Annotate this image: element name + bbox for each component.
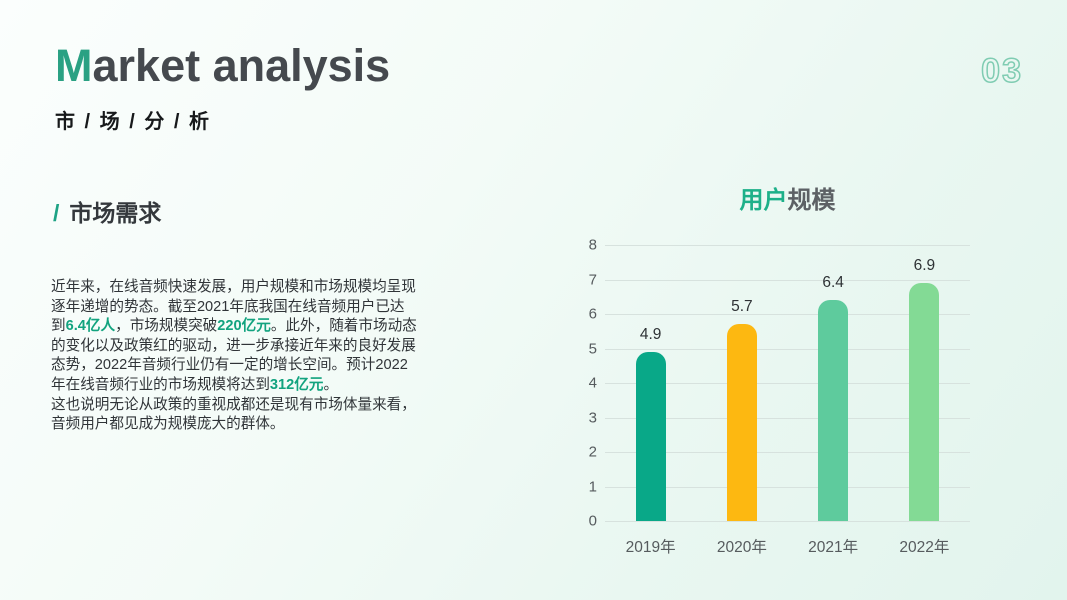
bar-chart: 0 1 2 3 4 5 6 7 8 4.9 2019年 5.7 2020年 6.4 2021年 6.9 2022… <box>589 237 970 556</box>
header: Market analysis 市 / 场 / 分 / 析 <box>55 42 390 134</box>
chart-title-accent: 用户 <box>739 187 788 214</box>
x-tick-label: 2019年 <box>625 539 676 556</box>
bar-2021年 <box>818 300 849 521</box>
y-tick-label: 7 <box>588 271 597 288</box>
y-gridline <box>605 314 970 315</box>
text-segment: 。此外，随着市场动态的变化以及政策红的驱动，进一步承接近年来的良好发展态势，20… <box>51 318 417 393</box>
y-tick-label: 3 <box>588 409 597 426</box>
y-gridline <box>605 521 970 522</box>
page-number: 03 <box>980 51 1023 91</box>
page-subtitle: 市 / 场 / 分 / 析 <box>55 111 212 134</box>
highlight-text: 220亿元 <box>217 318 271 335</box>
x-tick-label: 2021年 <box>808 539 859 556</box>
page-title: Market analysis <box>55 42 390 89</box>
y-gridline <box>605 452 970 453</box>
y-tick-label: 4 <box>588 374 597 392</box>
text-segment: 。 这也说明无论从政策的重视成都还是现有市场体量来看，音频用户都见成为规模庞大的… <box>51 376 416 433</box>
y-tick-label: 8 <box>588 236 597 254</box>
highlight-text: 312亿元 <box>269 376 324 393</box>
y-tick-label: 1 <box>588 478 597 495</box>
body-paragraph: 近年来，在线音频快速发展，用户规模和市场规模均呈现逐年递增的势态。截至2021年… <box>51 278 419 435</box>
bar-value-label: 5.7 <box>731 298 753 316</box>
highlight-text: 6.4亿人 <box>65 318 116 335</box>
text-segment: ，市场规模突破 <box>115 318 218 335</box>
bar-value-label: 6.4 <box>822 274 844 292</box>
y-tick-label: 0 <box>588 512 597 530</box>
bar-2019年 <box>635 351 666 521</box>
x-tick-label: 2022年 <box>899 539 950 556</box>
y-gridline <box>605 486 970 488</box>
x-tick-label: 2020年 <box>716 539 767 556</box>
y-gridline <box>605 348 970 350</box>
bar-2022年 <box>909 282 940 521</box>
text-segment: 近年来，在线音频快速发展，用户规模和市场规模均呈现逐年递增的势态。截至2021年… <box>51 279 416 335</box>
y-gridline <box>605 383 970 384</box>
section-heading-slash: / <box>53 200 60 226</box>
bar-2020年 <box>726 324 757 521</box>
page-title-rest: arket analysis <box>92 40 391 91</box>
y-gridline <box>605 279 970 281</box>
y-gridline <box>605 417 970 419</box>
y-tick-label: 6 <box>588 305 597 323</box>
chart-title: 用户规模 <box>605 180 970 215</box>
section-heading-label: 市场需求 <box>69 200 162 226</box>
y-tick-label: 2 <box>588 443 597 461</box>
y-tick-label: 5 <box>588 340 597 357</box>
y-gridline <box>605 245 970 246</box>
chart-title-rest: 规模 <box>787 187 836 214</box>
bar-value-label: 6.9 <box>913 256 936 274</box>
bar-value-label: 4.9 <box>639 325 662 343</box>
section-heading: / 市场需求 <box>53 194 161 228</box>
page-title-accent-letter: M <box>55 40 93 91</box>
